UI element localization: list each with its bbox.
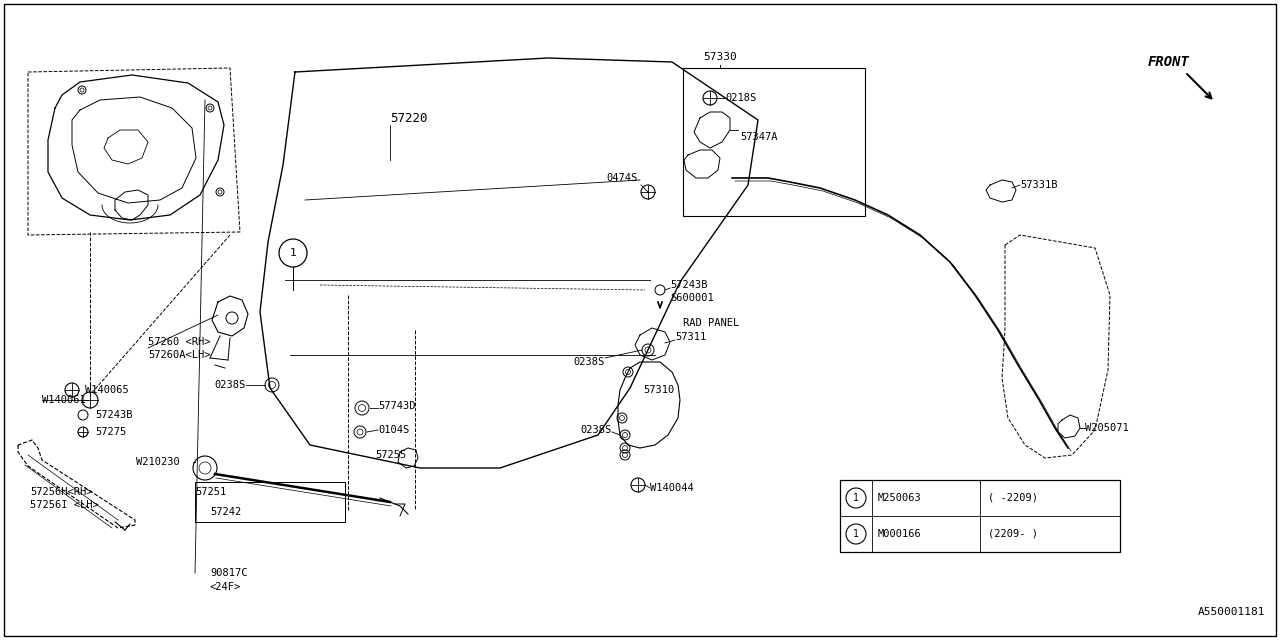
Text: M000166: M000166: [878, 529, 922, 539]
Text: 1: 1: [852, 529, 859, 539]
Text: 57251: 57251: [195, 487, 227, 497]
Text: 0104S: 0104S: [378, 425, 410, 435]
Text: 57256H<RH>: 57256H<RH>: [29, 487, 92, 497]
Text: 57743D: 57743D: [378, 401, 416, 411]
Text: 90817C: 90817C: [210, 568, 247, 578]
Text: 57243B: 57243B: [669, 280, 708, 290]
Text: 0238S: 0238S: [573, 357, 605, 367]
Text: FRONT: FRONT: [1148, 55, 1190, 69]
Text: A550001181: A550001181: [1198, 607, 1265, 617]
Text: S600001: S600001: [669, 293, 714, 303]
Text: 57275: 57275: [95, 427, 127, 437]
Text: W140044: W140044: [650, 483, 694, 493]
Text: 57330: 57330: [703, 52, 737, 62]
Text: 57220: 57220: [390, 111, 428, 125]
Text: ( -2209): ( -2209): [988, 493, 1038, 503]
Text: W140065: W140065: [84, 385, 129, 395]
Text: 1: 1: [289, 248, 297, 258]
Text: RAD PANEL: RAD PANEL: [684, 318, 740, 328]
Text: 0218S: 0218S: [724, 93, 756, 103]
Text: 57347A: 57347A: [740, 132, 777, 142]
Text: 57311: 57311: [675, 332, 707, 342]
Text: W140061: W140061: [42, 395, 86, 405]
Text: W205071: W205071: [1085, 423, 1129, 433]
Text: (2209- ): (2209- ): [988, 529, 1038, 539]
Text: M250063: M250063: [878, 493, 922, 503]
Text: 57242: 57242: [210, 507, 241, 517]
Bar: [840, 480, 1120, 552]
Text: 57310: 57310: [643, 385, 675, 395]
Bar: [195, 482, 346, 522]
Text: 57243B: 57243B: [95, 410, 133, 420]
Text: 0238S: 0238S: [581, 425, 612, 435]
Text: 0238S: 0238S: [215, 380, 246, 390]
Text: 57256I <LH>: 57256I <LH>: [29, 500, 99, 510]
Text: 57260 <RH>: 57260 <RH>: [148, 337, 210, 347]
Text: W210230: W210230: [136, 457, 180, 467]
Text: <24F>: <24F>: [210, 582, 241, 592]
Text: 57331B: 57331B: [1020, 180, 1057, 190]
Text: 57260A<LH>: 57260A<LH>: [148, 350, 210, 360]
Text: 57255: 57255: [375, 450, 406, 460]
Text: 0474S: 0474S: [607, 173, 637, 183]
Bar: [684, 68, 865, 216]
Text: 1: 1: [852, 493, 859, 503]
